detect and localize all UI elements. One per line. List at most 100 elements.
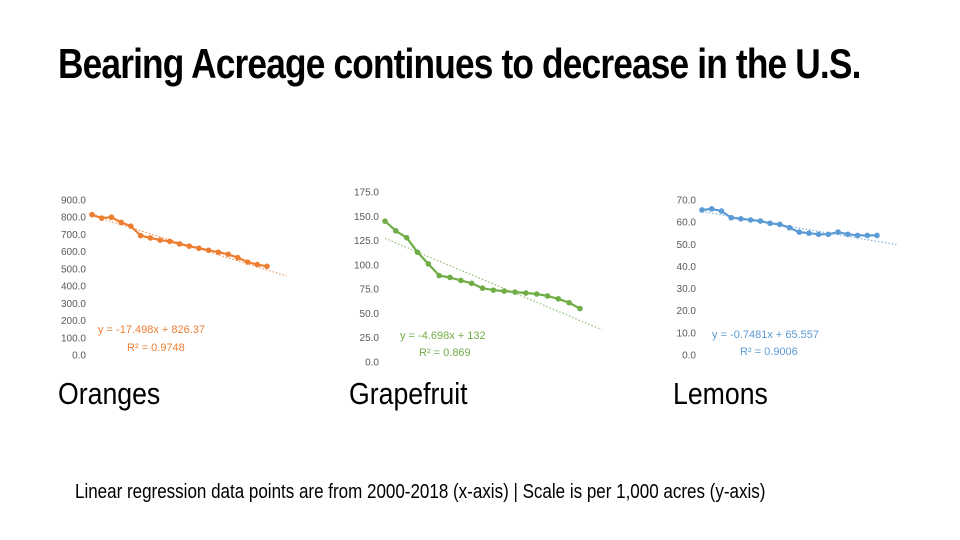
grapefruit-data-point [533, 291, 540, 297]
grapefruit-label: Grapefruit [349, 376, 468, 411]
lemons-data-point [728, 214, 734, 221]
oranges-ytick: 400.0 [61, 282, 86, 293]
lemons-data-point [815, 231, 822, 238]
oranges-data-point [215, 249, 222, 255]
oranges-chart: 900.0 800.0 700.0 600.0 500.0 400.0 300.0 200.0… [61, 196, 287, 362]
grapefruit-data-point [425, 261, 432, 267]
lemons-data-point [825, 231, 832, 238]
grapefruit-data-point [577, 305, 583, 312]
oranges-data-point [205, 247, 212, 254]
lemons-r-squared: R² = 0.9006 [740, 346, 798, 358]
oranges-series-line [91, 213, 268, 268]
grapefruit-chart: 175.0 150.0 125.0 100.0 75.0 50.0 25.0 0.0 y = -… [354, 188, 602, 369]
grapefruit-ytick: 100.0 [354, 260, 379, 271]
grapefruit-data-point [447, 274, 453, 281]
oranges-ytick: 700.0 [61, 230, 86, 241]
oranges-data-point [108, 214, 115, 221]
oranges-label: Oranges [58, 376, 161, 411]
lemons-ytick: 0.0 [682, 351, 696, 362]
lemons-ytick: 30.0 [677, 284, 697, 295]
grapefruit-data-point [544, 293, 551, 299]
grapefruit-series-line [384, 220, 581, 310]
lemons-data-point [845, 231, 851, 238]
lemons-ytick: 10.0 [677, 328, 697, 339]
grapefruit-ytick: 75.0 [360, 285, 380, 296]
grapefruit-data-point [490, 287, 497, 293]
grapefruit-ytick: 0.0 [365, 358, 379, 369]
footnote: Linear regression data points are from 2… [75, 481, 766, 503]
grapefruit-data-point [414, 249, 421, 256]
grapefruit-equation: y = -4.698x + 132 [400, 330, 486, 342]
oranges-ytick: 600.0 [61, 247, 86, 258]
oranges-data-point [176, 241, 183, 247]
lemons-data-point [718, 208, 725, 214]
oranges-data-point [254, 261, 261, 268]
grapefruit-ytick: 150.0 [354, 212, 379, 223]
oranges-ytick: 0.0 [72, 351, 86, 362]
grapefruit-data-point [458, 277, 464, 284]
lemons-data-point [874, 232, 880, 239]
oranges-r-squared: R² = 0.9748 [127, 342, 185, 354]
lemons-ytick: 70.0 [677, 196, 697, 207]
grapefruit-data-point [382, 218, 388, 224]
grapefruit-data-point [566, 299, 572, 306]
grapefruit-data-point [555, 296, 562, 302]
oranges-data-point [186, 243, 193, 249]
lemons-data-point [699, 207, 705, 213]
grapefruit-data-point [468, 280, 475, 287]
grapefruit-data-point [512, 289, 518, 295]
lemons-data-point [786, 224, 793, 231]
lemons-label: Lemons [673, 376, 768, 411]
oranges-ytick: 300.0 [61, 299, 86, 310]
grapefruit-data-point [501, 288, 507, 294]
lemons-data-point [864, 232, 871, 239]
oranges-data-point [244, 259, 251, 265]
lemons-chart: 70.0 60.0 50.0 40.0 30.0 20.0 10.0 0.0 y = -0.74… [677, 196, 897, 362]
oranges-data-point [157, 237, 163, 243]
lemons-data-point [854, 232, 861, 239]
oranges-data-point [147, 235, 154, 241]
oranges-ytick: 100.0 [61, 333, 86, 344]
oranges-data-point [225, 251, 231, 258]
lemons-ytick: 60.0 [677, 218, 697, 229]
grapefruit-ytick: 25.0 [360, 333, 380, 344]
grapefruit-trendline [384, 237, 602, 331]
lemons-series-line [701, 207, 877, 237]
grapefruit-ytick: 175.0 [354, 188, 379, 199]
lemons-data-point [738, 216, 744, 222]
oranges-data-point [196, 245, 202, 252]
grapefruit-r-squared: R² = 0.869 [419, 347, 471, 359]
oranges-ytick: 500.0 [61, 264, 86, 275]
grapefruit-data-point [393, 228, 399, 234]
lemons-data-point [708, 206, 715, 212]
slide-title: Bearing Acreage continues to decrease in… [58, 40, 861, 87]
lemons-data-point [747, 217, 754, 223]
grapefruit-data-point [479, 285, 486, 291]
lemons-data-point [806, 230, 812, 237]
lemons-data-point [767, 220, 773, 227]
oranges-data-point [128, 223, 134, 229]
oranges-data-point [118, 219, 124, 226]
grapefruit-data-point [436, 272, 442, 279]
oranges-ytick: 200.0 [61, 316, 86, 327]
lemons-ytick: 20.0 [677, 306, 697, 317]
oranges-data-point [235, 254, 241, 261]
oranges-data-point [264, 263, 270, 270]
grapefruit-data-point [523, 290, 529, 296]
lemons-data-point [796, 229, 803, 235]
grapefruit-data-point [403, 234, 410, 241]
lemons-data-point [757, 218, 764, 224]
grapefruit-ytick: 50.0 [360, 309, 380, 320]
lemons-ytick: 50.0 [677, 240, 697, 251]
lemons-data-point [835, 229, 841, 235]
oranges-ytick: 900.0 [61, 196, 86, 207]
oranges-data-point [89, 211, 95, 218]
oranges-ytick: 800.0 [61, 213, 86, 224]
lemons-data-point [776, 221, 783, 228]
oranges-data-point [98, 215, 105, 221]
lemons-ytick: 40.0 [677, 262, 697, 273]
oranges-equation: y = -17.498x + 826.37 [98, 324, 205, 336]
oranges-data-point [137, 232, 144, 239]
lemons-equation: y = -0.7481x + 65.557 [712, 329, 819, 341]
oranges-data-point [166, 238, 173, 245]
